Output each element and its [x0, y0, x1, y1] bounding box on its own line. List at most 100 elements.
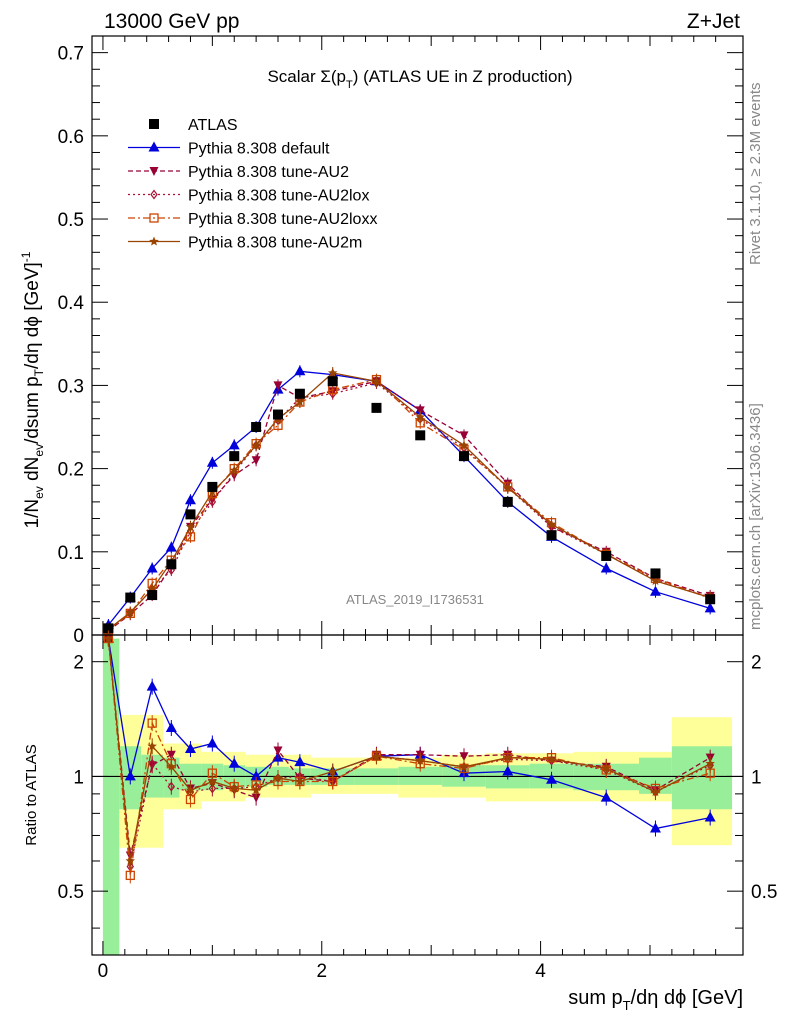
data-point [208, 783, 217, 794]
legend-marker [149, 119, 159, 129]
legend-label: Pythia 8.308 tune-AU2m [188, 235, 362, 252]
data-point [229, 451, 240, 462]
data-point [371, 402, 382, 413]
ratio-y-tick-label: 0.5 [58, 882, 84, 903]
data-point [146, 562, 158, 573]
data-point [103, 633, 114, 643]
ratio-plot-frame [91, 634, 744, 956]
legend-label: Pythia 8.308 tune-AU2 [188, 164, 349, 181]
data-point [207, 481, 218, 492]
data-point [502, 496, 513, 507]
data-point [705, 594, 716, 605]
data-point [207, 776, 218, 786]
mcplots-label: mcplots.cern.ch [arXiv:1306.3436] [747, 403, 764, 630]
legend-label: ATLAS [188, 117, 238, 134]
legend-label: Pythia 8.308 tune-AU2lox [188, 188, 369, 205]
data-point [185, 509, 196, 520]
data-point [251, 440, 261, 450]
data-point [459, 431, 469, 441]
data-point [103, 623, 114, 634]
data-point [251, 422, 262, 433]
data-point [705, 758, 715, 768]
data-point [600, 562, 612, 573]
y-tick-label: 0.6 [58, 127, 84, 148]
y-tick-label: 0.4 [58, 293, 85, 314]
data-point [165, 721, 177, 732]
data-point [147, 590, 158, 601]
data-point [184, 743, 196, 754]
data-point [167, 781, 176, 792]
data-point [273, 773, 283, 783]
legend-item: ATLAS [149, 117, 238, 134]
data-point [328, 388, 337, 399]
data-point [503, 482, 513, 492]
legend-item: Pythia 8.308 default [128, 141, 330, 158]
data-point [294, 365, 306, 376]
ratio-y-tick-label-right: 0.5 [751, 882, 777, 903]
data-point [650, 575, 661, 585]
data-point [148, 758, 156, 769]
data-point [371, 751, 382, 761]
legend-item: Pythia 8.308 tune-AU2loxx [128, 211, 377, 228]
data-point [166, 750, 176, 760]
legend-marker [149, 236, 159, 246]
legend-label: Pythia 8.308 default [188, 141, 330, 158]
data-point [328, 766, 338, 776]
analysis-watermark: ATLAS_2019_I1736531 [346, 592, 484, 607]
data-point [601, 763, 611, 773]
data-point [208, 496, 217, 507]
data-point [125, 592, 136, 603]
data-point [704, 602, 716, 613]
data-point [206, 737, 218, 748]
data-point [125, 856, 135, 865]
data-point [546, 773, 558, 784]
data-point [228, 439, 240, 450]
legend-marker [150, 189, 158, 200]
data-point [147, 741, 157, 751]
data-point [185, 521, 196, 531]
legend: ATLAS Pythia 8.308 default Pythia 8.308 tu… [128, 117, 377, 252]
data-point [124, 770, 136, 781]
data-point [206, 456, 218, 467]
main-y-axis-label: 1/Nev dNev/dsum pT/dη dϕ [GeV]-1 [19, 251, 46, 528]
data-point [273, 746, 283, 756]
data-point [185, 785, 196, 795]
data-point [229, 465, 239, 475]
data-point [328, 367, 338, 377]
legend-marker [149, 213, 159, 223]
data-point [650, 568, 661, 579]
data-point [295, 776, 305, 786]
data-point [415, 430, 426, 441]
y-tick-label: 0.2 [58, 460, 84, 481]
data-point [125, 607, 135, 617]
data-point [250, 770, 262, 781]
main-plot-area [102, 365, 716, 637]
y-tick-label: 0.5 [58, 210, 84, 231]
ratio-y-tick-label-right: 1 [751, 767, 762, 788]
data-point [601, 550, 612, 561]
data-point [371, 376, 382, 386]
data-point [459, 440, 469, 450]
chart-title: Scalar Σ(pT) (ATLAS UE in Z production) [267, 67, 572, 91]
data-point [649, 585, 661, 596]
data-point [273, 381, 283, 391]
ratio-y-tick-label: 2 [73, 653, 84, 674]
header-right: Z+Jet [687, 10, 740, 33]
legend-item: Pythia 8.308 tune-AU2 [128, 164, 349, 181]
x-tick-label: 2 [316, 961, 327, 982]
header-left: 13000 GeV pp [104, 10, 239, 33]
legend-item: Pythia 8.308 tune-AU2lox [128, 188, 369, 205]
y-tick-label: 0.1 [58, 543, 84, 564]
data-point [546, 530, 557, 541]
legend-label: Pythia 8.308 tune-AU2loxx [188, 211, 377, 228]
legend-item: Pythia 8.308 tune-AU2m [128, 235, 362, 252]
data-point [649, 822, 661, 833]
data-point [294, 388, 305, 399]
data-point [459, 451, 469, 462]
data-point [184, 494, 196, 505]
data-point [459, 761, 469, 771]
data-point [415, 406, 425, 416]
x-tick-label: 0 [98, 961, 109, 982]
rivet-version-label: Rivet 3.1.10, ≥ 2.3M events [747, 83, 764, 266]
